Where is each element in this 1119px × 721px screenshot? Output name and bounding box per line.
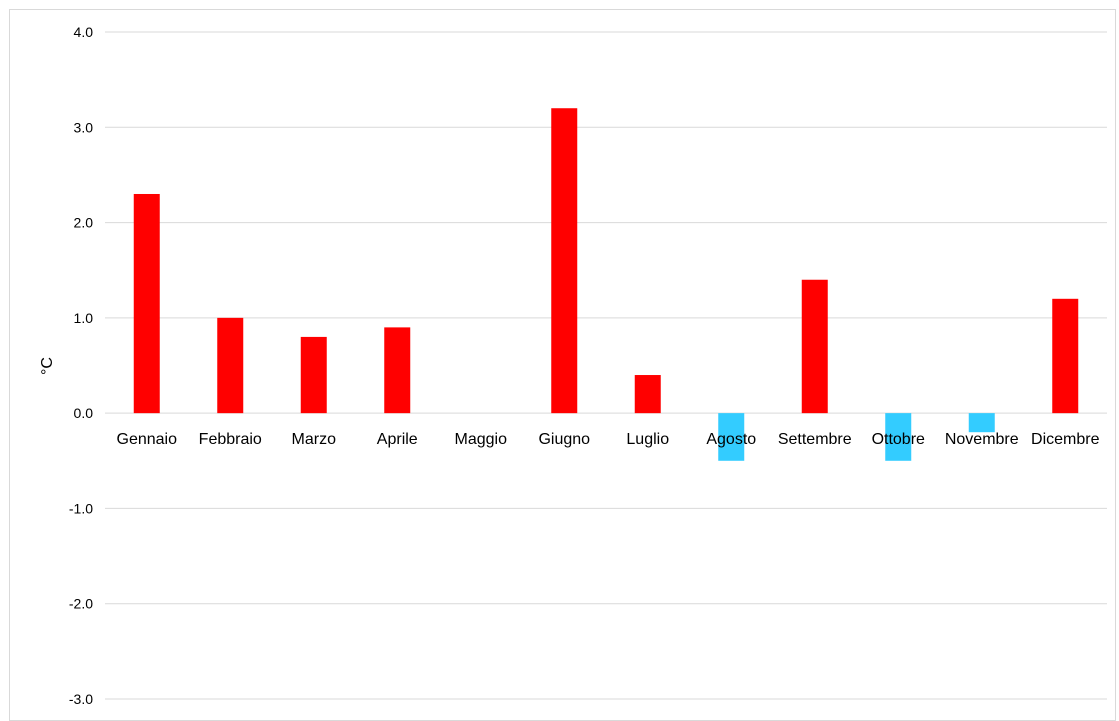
bar-luglio (634, 375, 661, 414)
y-tick-label: 2.0 (74, 215, 94, 231)
bar-settembre (801, 279, 828, 414)
x-category-label: Gennaio (117, 431, 178, 448)
gridlines (105, 31, 1107, 700)
bar-novembre (968, 413, 995, 433)
y-axis-title: °C (39, 357, 56, 375)
x-category-label: Maggio (455, 431, 508, 448)
y-tick-labels: 4.0 3.0 2.0 1.0 0.0 -1.0 -2.0 -3.0 (69, 24, 93, 707)
bars (133, 108, 1079, 461)
x-category-label: Settembre (778, 431, 852, 448)
y-tick-label: -1.0 (69, 500, 93, 516)
bar-febbraio (217, 317, 244, 414)
x-category-label: Aprile (377, 431, 418, 448)
bar-gennaio (133, 193, 160, 414)
y-tick-label: 4.0 (74, 24, 94, 40)
bar-aprile (384, 327, 411, 414)
x-category-label: Giugno (538, 431, 590, 448)
x-category-label: Agosto (706, 431, 756, 448)
y-tick-label: -2.0 (69, 596, 93, 612)
x-category-label: Novembre (945, 431, 1019, 448)
bar-marzo (300, 336, 327, 414)
x-category-label: Febbraio (199, 431, 262, 448)
x-category-labels: Gennaio Febbraio Marzo Aprile Maggio Giugno Lu… (117, 431, 1100, 448)
y-tick-label: -3.0 (69, 691, 93, 707)
bar-dicembre (1052, 298, 1079, 414)
y-tick-label: 0.0 (74, 405, 94, 421)
x-category-label: Ottobre (872, 431, 925, 448)
x-category-label: Marzo (292, 431, 337, 448)
bar-giugno (551, 108, 578, 414)
y-tick-label: 3.0 (74, 119, 94, 135)
bar-ottobre (885, 413, 912, 461)
x-category-label: Dicembre (1031, 431, 1100, 448)
y-tick-label: 1.0 (74, 310, 94, 326)
x-category-label: Luglio (626, 431, 669, 448)
bar-agosto (718, 413, 745, 461)
